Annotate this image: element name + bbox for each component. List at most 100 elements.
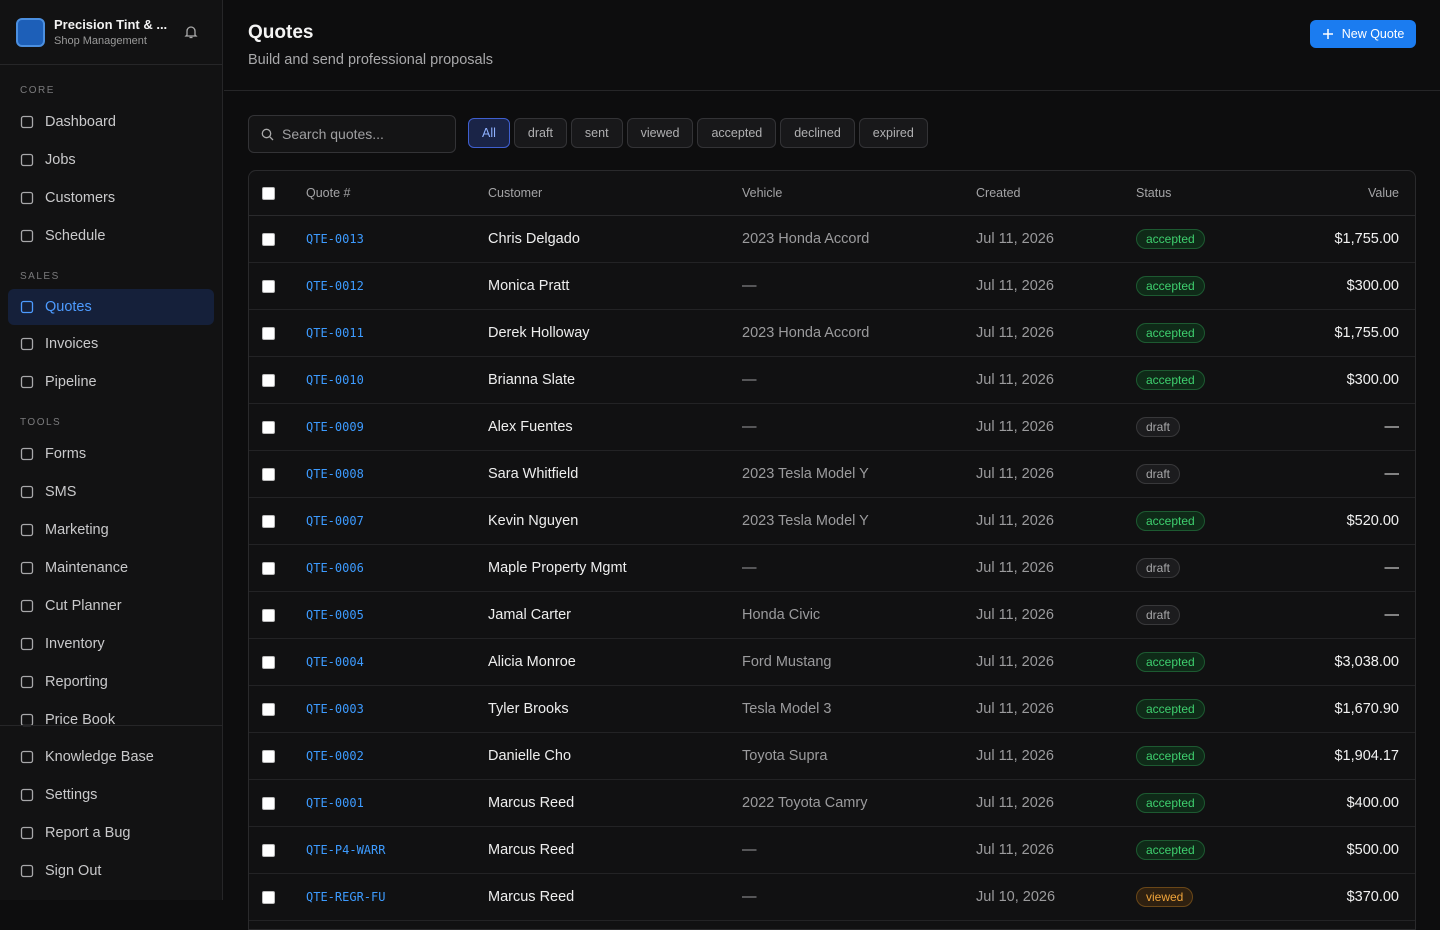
nav-item[interactable]: Inventory <box>0 625 214 663</box>
value: $3,038.00 <box>1334 654 1399 670</box>
row-checkbox[interactable] <box>262 561 275 575</box>
created-date: Jul 11, 2026 <box>976 372 1054 388</box>
status-cell: draft <box>1136 464 1286 484</box>
row-checkbox[interactable] <box>262 702 275 716</box>
filter-chip[interactable]: draft <box>513 118 567 148</box>
nav-item[interactable]: Quotes <box>8 289 214 325</box>
row-checkbox[interactable] <box>262 373 275 387</box>
table-row[interactable]: QTE-0007 Kevin Nguyen 2023 Tesla Model Y Ju… <box>249 498 1415 545</box>
row-checkbox[interactable] <box>262 279 275 293</box>
table-row[interactable]: QTE-0004 Alicia Monroe Ford Mustang Jul 11,… <box>249 639 1415 686</box>
row-checkbox[interactable] <box>262 467 275 481</box>
filter-chip[interactable]: viewed <box>626 118 694 148</box>
row-checkbox[interactable] <box>262 608 275 622</box>
nav-item[interactable]: Report a Bug <box>0 814 214 852</box>
nav-item[interactable]: SMS <box>0 473 214 511</box>
table-row[interactable]: QTE-P4-WARR Marcus Reed — Jul 11, 2026 accep… <box>249 827 1415 874</box>
quote-number[interactable]: QTE-0007 <box>306 514 364 528</box>
table-row[interactable]: QTE-0013 Chris Delgado 2023 Honda Accord Ju… <box>249 216 1415 263</box>
nav-item[interactable]: Maintenance <box>0 549 214 587</box>
search-input[interactable]: Search quotes... <box>248 115 456 153</box>
table-row[interactable]: QTE-0011 Derek Holloway 2023 Honda Accord J… <box>249 310 1415 357</box>
nav-item[interactable]: Pipeline <box>0 363 214 401</box>
quote-number[interactable]: QTE-0002 <box>306 749 364 763</box>
quote-number[interactable]: QTE-0008 <box>306 467 364 481</box>
table-row[interactable]: QTE-REGR-FU Marcus Reed — Jul 10, 2026 viewe… <box>249 874 1415 921</box>
row-checkbox[interactable] <box>262 655 275 669</box>
row-checkbox[interactable] <box>262 326 275 340</box>
quote-number[interactable]: QTE-0013 <box>306 232 364 246</box>
filter-chip[interactable]: accepted <box>697 118 777 148</box>
nav-item[interactable]: Marketing <box>0 511 214 549</box>
nav-item[interactable]: Jobs <box>0 141 214 179</box>
table-row[interactable]: QTE-0010 Brianna Slate — Jul 11, 2026 accept… <box>249 357 1415 404</box>
table-row[interactable]: QTE-0005 Jamal Carter Honda Civic Jul 11, 2… <box>249 592 1415 639</box>
nav-label: Sign Out <box>45 863 102 879</box>
status-cell: accepted <box>1136 511 1286 531</box>
filter-chip[interactable]: All <box>468 118 510 148</box>
nav-item[interactable]: Cut Planner <box>0 587 214 625</box>
nav-item[interactable]: Sign Out <box>0 852 214 890</box>
quote-number[interactable]: QTE-0003 <box>306 702 364 716</box>
value: $520.00 <box>1346 513 1399 529</box>
quote-number[interactable]: QTE-0010 <box>306 373 364 387</box>
status-badge: accepted <box>1136 652 1205 672</box>
quote-number[interactable]: QTE-REGR-FU <box>306 890 386 904</box>
filter-chip[interactable]: sent <box>570 118 623 148</box>
quote-number[interactable]: QTE-0009 <box>306 420 364 434</box>
nav-item[interactable]: Reporting <box>0 663 214 701</box>
quote-number[interactable]: QTE-0012 <box>306 279 364 293</box>
row-checkbox[interactable] <box>262 514 275 528</box>
table-row[interactable]: QTE-0001 Marcus Reed 2022 Toyota Camry Jul … <box>249 780 1415 827</box>
column-header: Created <box>976 186 1021 200</box>
quote-number[interactable]: QTE-0011 <box>306 326 364 340</box>
created-date: Jul 11, 2026 <box>976 560 1054 576</box>
row-checkbox[interactable] <box>262 232 275 246</box>
nav-label: Dashboard <box>45 114 116 130</box>
row-checkbox[interactable] <box>262 420 275 434</box>
select-all-checkbox[interactable] <box>262 186 275 200</box>
notifications[interactable] <box>183 24 199 40</box>
quote-number[interactable]: QTE-0001 <box>306 796 364 810</box>
quote-number[interactable]: QTE-0004 <box>306 655 364 669</box>
nav-item[interactable]: Schedule <box>0 217 214 255</box>
vehicle: Honda Civic <box>742 607 821 623</box>
row-checkbox[interactable] <box>262 843 275 857</box>
nav-icon <box>20 599 34 613</box>
table-row[interactable]: QTE-0002 Danielle Cho Toyota Supra Jul 11, … <box>249 733 1415 780</box>
table-row[interactable]: QTE-0012 Monica Pratt — Jul 11, 2026 accepte… <box>249 263 1415 310</box>
nav-item[interactable]: Dashboard <box>0 103 214 141</box>
table-row[interactable]: QTE-0008 Sara Whitfield 2023 Tesla Model Y… <box>249 451 1415 498</box>
nav-icon <box>20 153 34 167</box>
nav-item[interactable]: Forms <box>0 435 214 473</box>
status-badge: accepted <box>1136 746 1205 766</box>
quote-number[interactable]: QTE-P4-WARR <box>306 843 386 857</box>
quote-cell: QTE-0007 <box>306 512 488 530</box>
nav-item[interactable]: Settings <box>0 776 214 814</box>
customer: Jamal Carter <box>488 607 571 623</box>
status-cell: accepted <box>1136 652 1286 672</box>
value: $300.00 <box>1346 278 1399 294</box>
filter-chip[interactable]: expired <box>858 118 928 148</box>
vehicle: — <box>742 560 757 576</box>
nav-label: Invoices <box>45 336 99 352</box>
table-row[interactable]: QTE-0009 Alex Fuentes — Jul 11, 2026 draft — <box>249 404 1415 451</box>
row-checkbox[interactable] <box>262 890 275 904</box>
nav-item[interactable]: Invoices <box>0 325 214 363</box>
value: $370.00 <box>1346 889 1399 905</box>
nav-item[interactable]: Customers <box>0 179 214 217</box>
row-checkbox[interactable] <box>262 749 275 763</box>
nav-label: Knowledge Base <box>45 749 154 765</box>
nav-item[interactable]: Knowledge Base <box>0 738 214 776</box>
quote-number[interactable]: QTE-0006 <box>306 561 364 575</box>
new-quote-button[interactable]: New Quote <box>1310 20 1416 48</box>
row-checkbox[interactable] <box>262 796 275 810</box>
filter-chip[interactable]: declined <box>780 118 855 148</box>
table-row[interactable]: QTE-0006 Maple Property Mgmt — Jul 11, 2026… <box>249 545 1415 592</box>
select-cell <box>249 373 306 387</box>
vehicle: — <box>742 419 757 435</box>
quote-number[interactable]: QTE-0005 <box>306 608 364 622</box>
table-row[interactable]: QTE-0003 Tyler Brooks Tesla Model 3 Jul 11,… <box>249 686 1415 733</box>
quote-cell: QTE-0012 <box>306 277 488 295</box>
nav-label: Jobs <box>45 152 76 168</box>
